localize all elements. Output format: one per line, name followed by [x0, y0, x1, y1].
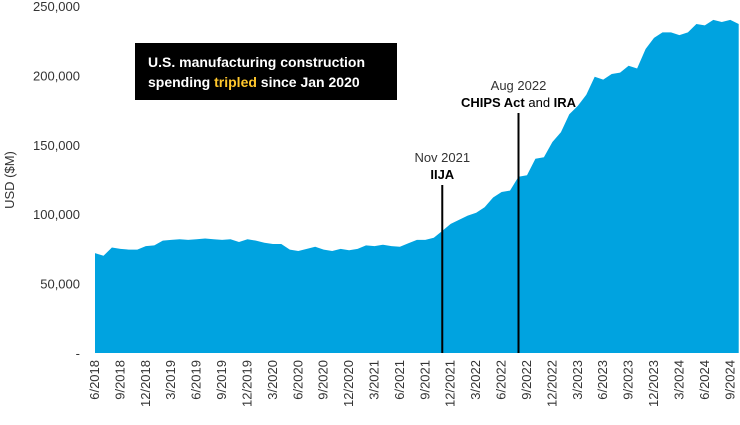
title-highlight: tripled	[214, 74, 257, 90]
y-tick-label: -	[76, 346, 80, 361]
x-tick-label: 9/2023	[621, 360, 636, 400]
x-tick-label: 12/2020	[341, 360, 356, 407]
x-tick-label: 9/2021	[417, 360, 432, 400]
x-tick-label: 12/2018	[138, 360, 153, 407]
x-tick-label: 3/2024	[671, 360, 686, 400]
x-tick-label: 3/2019	[163, 360, 178, 400]
x-tick-label: 6/2020	[290, 360, 305, 400]
x-tick-label: 3/2020	[265, 360, 280, 400]
y-tick-label: 200,000	[33, 68, 80, 83]
x-tick-label: 12/2021	[443, 360, 458, 407]
y-tick-label: 50,000	[40, 277, 80, 292]
title-part: spending	[148, 74, 215, 90]
x-tick-label: 9/2024	[722, 360, 737, 400]
x-tick-label: 3/2022	[468, 360, 483, 400]
x-tick-label: 9/2020	[316, 360, 331, 400]
annotation-date: Nov 2021	[414, 150, 470, 165]
x-tick-label: 3/2021	[367, 360, 382, 400]
y-tick-label: 150,000	[33, 138, 80, 153]
annotation-text: and	[525, 95, 554, 110]
x-tick-label: 6/2023	[595, 360, 610, 400]
x-tick-label: 6/2022	[494, 360, 509, 400]
x-tick-label: 3/2023	[570, 360, 585, 400]
x-tick-label: 6/2021	[392, 360, 407, 400]
y-axis-label: USD ($M)	[2, 151, 17, 209]
title-part: since Jan 2020	[256, 74, 360, 90]
title-line: spending tripled since Jan 2020	[148, 72, 397, 92]
area	[95, 19, 739, 354]
y-tick-label: 100,000	[33, 207, 80, 222]
x-tick-label: 9/2018	[112, 360, 127, 400]
x-tick-label: 12/2022	[544, 360, 559, 407]
annotation-label: CHIPS Act and IRA	[461, 95, 577, 110]
x-tick-label: 9/2022	[519, 360, 534, 400]
x-tick-label: 6/2024	[697, 360, 712, 400]
x-tick-label: 12/2023	[646, 360, 661, 407]
title-line: U.S. manufacturing construction	[148, 54, 366, 70]
x-tick-label: 9/2019	[214, 360, 229, 400]
x-tick-label: 6/2018	[87, 360, 102, 400]
annotation-text: IIJA	[430, 167, 454, 182]
annotation-text: IRA	[554, 95, 577, 110]
annotation-label: IIJA	[430, 167, 454, 182]
x-tick-label: 12/2019	[239, 360, 254, 407]
x-tick-label: 6/2019	[189, 360, 204, 400]
annotation-date: Aug 2022	[491, 78, 547, 93]
title-box: U.S. manufacturing construction spending…	[135, 43, 397, 100]
annotation-text: CHIPS Act	[461, 95, 525, 110]
y-tick-label: 250,000	[33, 0, 80, 14]
